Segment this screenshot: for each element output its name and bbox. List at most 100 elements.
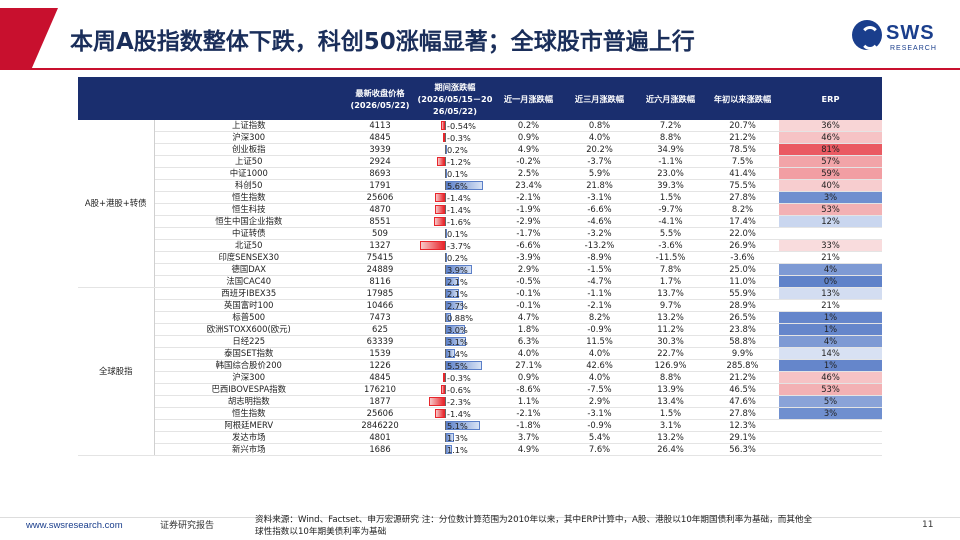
weekly-change-bar: [440, 385, 445, 395]
close-price: 4845: [343, 131, 417, 145]
close-price: 8693: [343, 167, 417, 181]
weekly-change-bar-cell: -0.3%: [417, 131, 493, 145]
weekly-change-bar-cell: 0.88%: [417, 311, 493, 325]
weekly-change-label: 5.1%: [447, 421, 468, 432]
change-3m: -1.1%: [564, 287, 635, 301]
bar-axis: [445, 385, 446, 395]
weekly-change-bar-cell: -1.4%: [417, 203, 493, 217]
weekly-change-bar-cell: 1.1%: [417, 443, 493, 457]
table-row: 胡志明指数 1877 -2.3% 1.1% 2.9% 13.4% 47.6% 5%: [78, 395, 882, 409]
weekly-change-label: -0.6%: [447, 385, 471, 396]
change-6m: 13.2%: [635, 311, 706, 325]
footer-divider: [0, 517, 960, 518]
weekly-change-bar-cell: 5.1%: [417, 419, 493, 433]
close-price: 10466: [343, 299, 417, 313]
change-6m: 126.9%: [635, 359, 706, 373]
table-row: 上证50 2924 -1.2% -0.2% -3.7% -1.1% 7.5% 57%: [78, 155, 882, 169]
table-row: 沪深300 4845 -0.3% 0.9% 4.0% 8.8% 21.2% 46%: [78, 131, 882, 145]
table-row: 巴西IBOVESPA指数 176210 -0.6% -8.6% -7.5% 13.9% 46…: [78, 383, 882, 397]
index-name: 英国富时100: [154, 299, 343, 313]
table-row: 恒生中国企业指数 8551 -1.6% -2.9% -4.6% -4.1% 17.4% 12%: [78, 215, 882, 229]
change-1m: 4.7%: [493, 311, 564, 325]
column-header: 最新收盘价格 (2026/05/22): [343, 77, 417, 120]
index-name: 发达市场: [154, 431, 343, 445]
change-1m: 0.9%: [493, 371, 564, 385]
change-ytd: 21.2%: [706, 131, 779, 145]
close-price: 24889: [343, 263, 417, 277]
weekly-change-label: -0.3%: [447, 373, 471, 384]
erp-percentile: 21%: [779, 299, 882, 313]
index-name: 沪深300: [154, 371, 343, 385]
change-ytd: 27.8%: [706, 191, 779, 205]
change-1m: 2.5%: [493, 167, 564, 181]
bar-axis: [445, 121, 446, 131]
change-3m: -1.5%: [564, 263, 635, 277]
erp-percentile: 4%: [779, 335, 882, 349]
change-ytd: 285.8%: [706, 359, 779, 373]
logo-subtext: RESEARCH: [890, 45, 937, 52]
table-row: 沪深300 4845 -0.3% 0.9% 4.0% 8.8% 21.2% 46%: [78, 371, 882, 385]
weekly-change-bar-cell: 5.5%: [417, 359, 493, 373]
change-6m: 39.3%: [635, 179, 706, 193]
logo-text: SWS: [886, 22, 935, 44]
index-name: 中证1000: [154, 167, 343, 181]
change-6m: 7.8%: [635, 263, 706, 277]
weekly-change-bar-cell: 2.1%: [417, 275, 493, 289]
change-6m: 7.2%: [635, 120, 706, 133]
erp-percentile: 36%: [779, 120, 882, 133]
table-row: 韩国综合股价200 1226 5.5% 27.1% 42.6% 126.9% 285.8% 1…: [78, 359, 882, 373]
weekly-change-label: 3.1%: [447, 337, 468, 348]
change-3m: -7.5%: [564, 383, 635, 397]
weekly-change-bar: [419, 241, 445, 251]
weekly-change-label: -1.4%: [447, 409, 471, 420]
change-1m: -0.2%: [493, 155, 564, 169]
bar-axis: [445, 373, 446, 383]
change-3m: 8.2%: [564, 311, 635, 325]
bar-axis: [445, 325, 446, 335]
change-ytd: 47.6%: [706, 395, 779, 409]
change-6m: -9.7%: [635, 203, 706, 217]
erp-percentile: [779, 419, 882, 433]
change-ytd: 8.2%: [706, 203, 779, 217]
table-row: 印度SENSEX30 75415 0.2% -3.9% -8.9% -11.5% -3.6%…: [78, 251, 882, 265]
weekly-change-label: -0.3%: [447, 133, 471, 144]
close-price: 3939: [343, 143, 417, 157]
change-3m: -3.1%: [564, 191, 635, 205]
change-3m: -4.6%: [564, 215, 635, 229]
change-ytd: 26.9%: [706, 239, 779, 253]
table-row: 法国CAC40 8116 2.1% -0.5% -4.7% 1.7% 11.0% 0%: [78, 275, 882, 289]
weekly-change-label: 3.0%: [447, 325, 468, 336]
group-label: A股+港股+转债: [78, 120, 155, 289]
change-3m: -2.1%: [564, 299, 635, 313]
footer-report-tag: 证券研究报告: [160, 521, 215, 531]
change-6m: -4.1%: [635, 215, 706, 229]
change-3m: -4.7%: [564, 275, 635, 289]
close-price: 1686: [343, 443, 417, 457]
index-name: 法国CAC40: [154, 275, 343, 289]
change-6m: 13.4%: [635, 395, 706, 409]
column-header: ERP: [779, 77, 882, 120]
bar-axis: [445, 445, 446, 455]
erp-percentile: 57%: [779, 155, 882, 169]
table-row: 新兴市场 1686 1.1% 4.9% 7.6% 26.4% 56.3%: [78, 443, 882, 457]
weekly-change-bar-cell: -0.3%: [417, 371, 493, 385]
footer-url-link[interactable]: www.swsresearch.com: [26, 520, 123, 531]
column-header: 近六月涨跌幅: [635, 77, 706, 120]
weekly-change-label: -3.7%: [447, 241, 471, 252]
column-header: 年初以来涨跌幅: [706, 77, 779, 120]
close-price: 1327: [343, 239, 417, 253]
change-3m: 4.0%: [564, 131, 635, 145]
change-6m: 13.7%: [635, 287, 706, 301]
change-ytd: 41.4%: [706, 167, 779, 181]
change-1m: -0.5%: [493, 275, 564, 289]
change-1m: 6.3%: [493, 335, 564, 349]
change-ytd: -3.6%: [706, 251, 779, 265]
column-header: [78, 77, 154, 120]
index-name: 阿根廷MERV: [154, 419, 343, 433]
weekly-change-bar-cell: 5.6%: [417, 179, 493, 193]
change-3m: -0.9%: [564, 419, 635, 433]
erp-percentile: 1%: [779, 311, 882, 325]
erp-percentile: [779, 227, 882, 241]
change-3m: 20.2%: [564, 143, 635, 157]
index-name: 巴西IBOVESPA指数: [154, 383, 343, 397]
